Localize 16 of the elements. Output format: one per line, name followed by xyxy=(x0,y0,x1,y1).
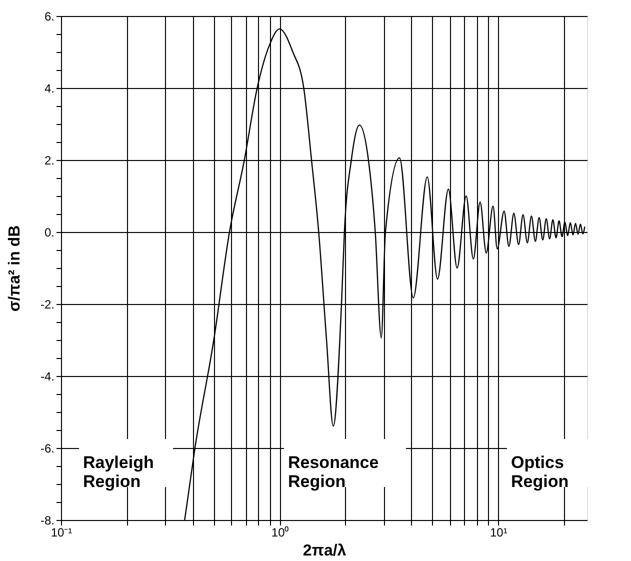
y-tick-label: 4. xyxy=(44,82,54,96)
y-tick-label: -4. xyxy=(40,370,54,384)
y-tick-label: -8. xyxy=(40,514,54,528)
y-tick-label: 0. xyxy=(44,226,54,240)
annotation: Resonance Region xyxy=(288,453,379,491)
y-tick-label: 2. xyxy=(44,154,54,168)
x-tick-label: 10¹ xyxy=(490,526,508,540)
y-tick-label: -6. xyxy=(40,442,54,456)
x-tick-label: 10⁻¹ xyxy=(50,526,72,540)
annotation: Rayleigh Region xyxy=(83,453,154,491)
x-axis-title: 2πa/λ xyxy=(302,542,346,560)
x-tick-label: 10⁰ xyxy=(271,526,289,540)
y-tick-label: -2. xyxy=(40,298,54,312)
y-tick-label: 6. xyxy=(44,10,54,24)
y-axis-title: σ/πa² in dB xyxy=(6,225,24,312)
annotation: Optics Region xyxy=(511,453,569,491)
